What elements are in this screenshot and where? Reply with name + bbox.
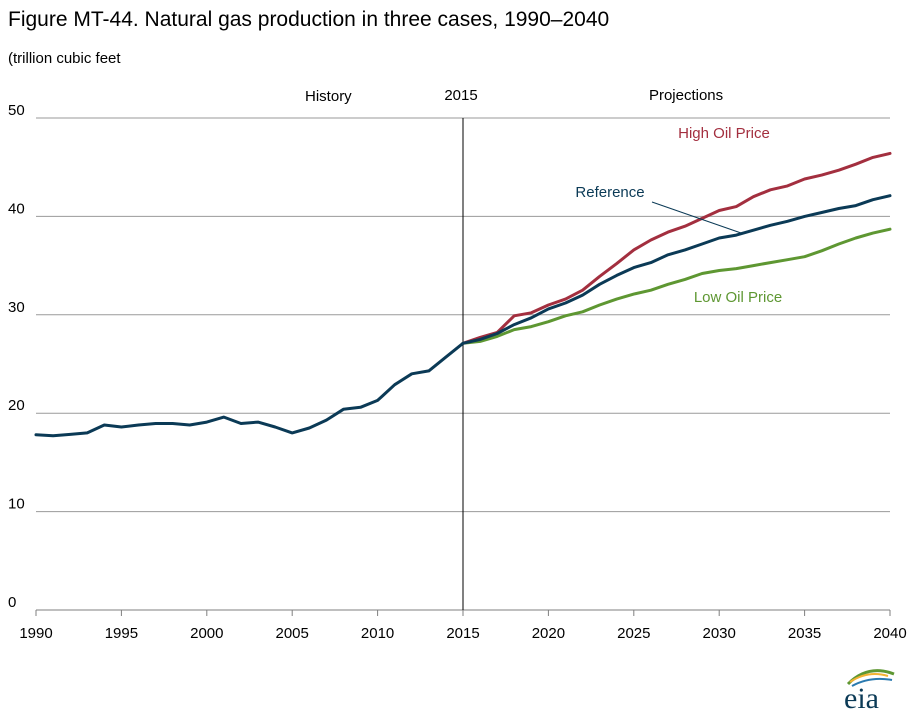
- y-tick-label-10: 10: [8, 496, 25, 513]
- x-tick-label-2000: 2000: [190, 625, 223, 642]
- y-tick-label-40: 40: [8, 200, 25, 217]
- x-tick-label-2015: 2015: [446, 625, 479, 642]
- y-tick-label-30: 30: [8, 299, 25, 316]
- eia-logo: eia: [844, 669, 895, 712]
- x-tick-label-2030: 2030: [703, 625, 736, 642]
- chart-subtitle: (trillion cubic feet: [8, 50, 121, 67]
- series-labels: High Oil Price Reference Low Oil Price: [575, 125, 782, 306]
- y-tick-label-0: 0: [8, 594, 16, 611]
- series-line-reference: [461, 194, 892, 345]
- divider-label: 2015: [444, 87, 477, 104]
- series-lines: [34, 151, 892, 438]
- series-line-high-oil-price: [461, 151, 892, 345]
- projections-label: Projections: [649, 87, 723, 104]
- x-tick-label-2010: 2010: [361, 625, 394, 642]
- y-axis-tick-labels: 0 10 20 30 40 50: [8, 102, 25, 611]
- series-line-history: [34, 341, 465, 438]
- label-reference: Reference: [575, 184, 644, 201]
- x-tick-label-2005: 2005: [276, 625, 309, 642]
- x-tick-label-2035: 2035: [788, 625, 821, 642]
- x-tick-label-2020: 2020: [532, 625, 565, 642]
- y-tick-label-50: 50: [8, 102, 25, 119]
- label-high-oil-price: High Oil Price: [678, 125, 770, 142]
- chart-title: Figure MT-44. Natural gas production in …: [8, 8, 610, 31]
- history-label: History: [305, 88, 352, 105]
- label-low-oil-price: Low Oil Price: [694, 289, 782, 306]
- x-tick-label-2025: 2025: [617, 625, 650, 642]
- x-axis: 1990 1995 2000 2005 2010 2015 2020 2025 2030 2035…: [19, 609, 907, 642]
- y-tick-label-20: 20: [8, 397, 25, 414]
- x-tick-label-2040: 2040: [873, 625, 906, 642]
- history-projection-divider: 2015 History Projections: [305, 87, 723, 610]
- x-tick-label-1990: 1990: [19, 625, 52, 642]
- reference-leader-line: [651, 201, 742, 234]
- svg-text:eia: eia: [844, 682, 879, 712]
- x-tick-label-1995: 1995: [105, 625, 138, 642]
- series-line-low-oil-price: [461, 227, 892, 345]
